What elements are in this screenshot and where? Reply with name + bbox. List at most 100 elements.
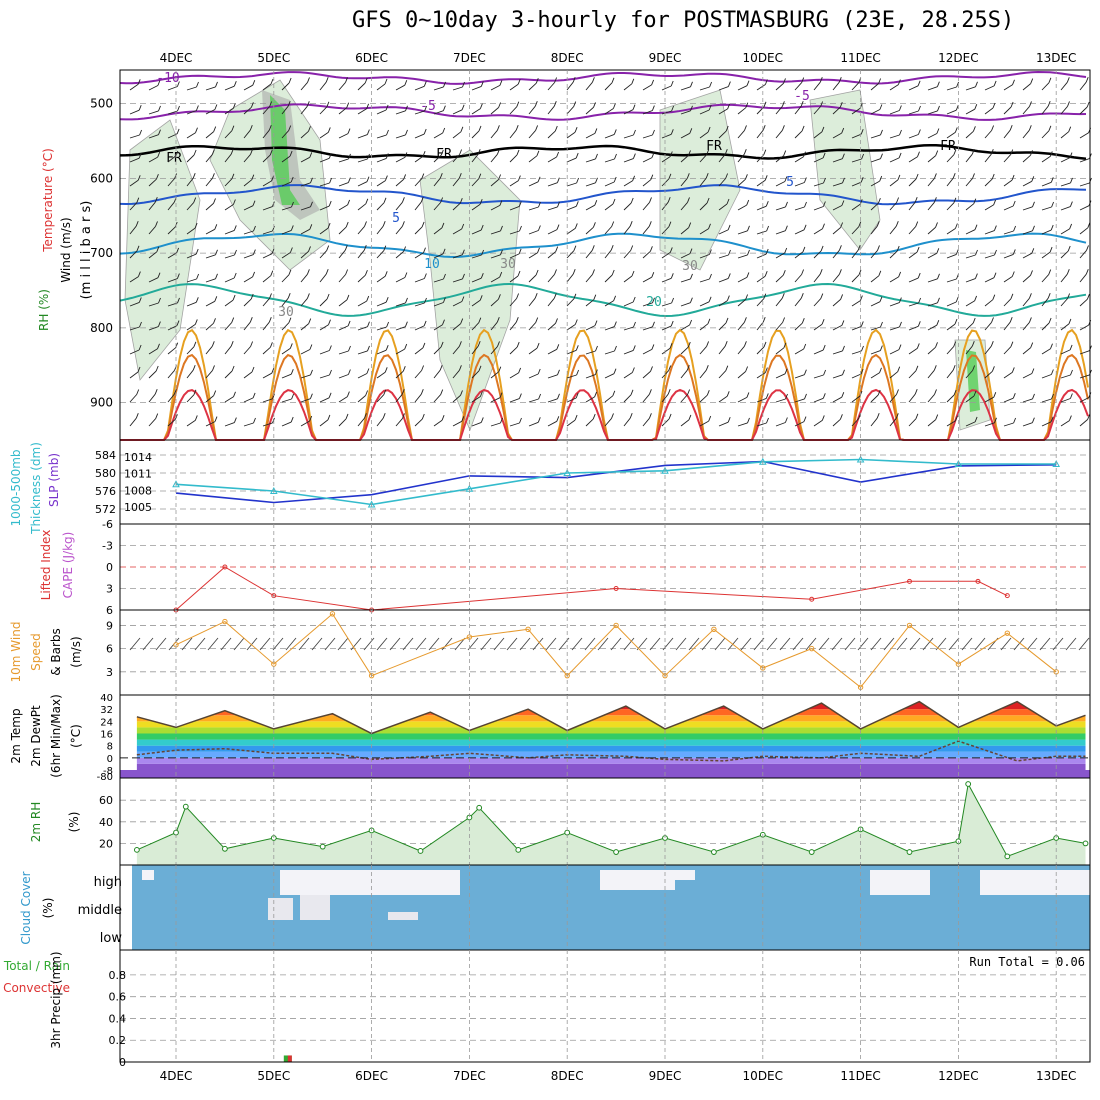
wind-barb	[547, 82, 555, 91]
wind-barb	[889, 349, 900, 355]
wind-barb	[232, 199, 236, 205]
wind-barb	[1079, 205, 1090, 211]
wind-barb	[555, 246, 559, 252]
wind-barb	[1079, 273, 1087, 283]
thickness-tick-label: 576	[95, 485, 116, 498]
wind-barb	[232, 294, 236, 301]
wind-barb	[404, 272, 408, 278]
wind-barb	[1068, 415, 1072, 421]
wind-barb	[1003, 321, 1011, 331]
wind-barb	[573, 245, 577, 251]
wind-barb	[631, 270, 635, 277]
wind-barb	[613, 129, 617, 135]
wind-barb	[623, 417, 631, 427]
wind-barb	[908, 302, 919, 307]
wind-barb	[376, 301, 387, 307]
wind-barb	[823, 177, 826, 184]
wind-barb	[167, 252, 177, 259]
wind-barb	[224, 277, 235, 283]
wind-barb	[167, 278, 178, 283]
wind-barb	[718, 254, 729, 259]
wind-barb	[801, 318, 805, 324]
wind-barb	[832, 158, 843, 163]
wind-barb	[917, 321, 921, 327]
temp2m-ylabel: 2m Temp	[9, 708, 23, 763]
wind-barb	[775, 422, 786, 427]
wind-barb	[224, 130, 233, 139]
wind-barb	[528, 274, 537, 283]
wind-barb	[661, 226, 670, 235]
temp-tick-label: 16	[100, 730, 113, 741]
wind-barb	[281, 82, 290, 91]
wind-barb	[972, 173, 975, 179]
wind-barb	[611, 77, 615, 83]
wind-barb	[212, 365, 215, 371]
wind-barb	[839, 102, 843, 108]
wind-barb	[841, 200, 845, 206]
wind-barb	[167, 178, 175, 187]
wind-barb	[935, 222, 938, 228]
wind10m-barb	[233, 637, 245, 651]
wind-barb	[1013, 417, 1017, 424]
wind-barb	[224, 204, 234, 211]
wind-barb	[1060, 398, 1071, 403]
wind-barb	[642, 134, 653, 139]
wind-barb	[604, 108, 614, 115]
wind-barb	[680, 324, 690, 331]
wind-barb	[395, 393, 403, 403]
wind-barb	[972, 365, 976, 371]
wind-barb	[566, 131, 576, 139]
wind-barb	[338, 396, 348, 403]
wind-barb	[946, 177, 954, 187]
wind-barb	[1087, 222, 1091, 228]
wind-barb	[1060, 323, 1070, 331]
wind-barb	[612, 103, 616, 109]
wind-barb	[915, 221, 919, 227]
wind-barb	[376, 109, 387, 115]
wind-barb	[155, 221, 158, 227]
top-date-label: 7DEC	[453, 51, 486, 65]
contour-label: 30	[500, 257, 516, 272]
wind-barb	[300, 398, 311, 403]
wind-barb	[839, 414, 843, 420]
wind-barb	[1060, 250, 1069, 259]
wind-barb	[727, 273, 731, 279]
wind-barb	[918, 297, 922, 304]
wind-barb	[851, 325, 862, 331]
rh-shading-high	[270, 95, 300, 205]
wind-barb	[347, 320, 351, 327]
wind-barb	[585, 226, 594, 235]
wind-barb	[743, 341, 747, 347]
wind-barb	[148, 110, 159, 115]
wind-barb	[1022, 398, 1033, 403]
wind-barb	[509, 372, 519, 379]
wind-barb	[756, 230, 767, 235]
wind-barb	[270, 270, 274, 276]
wind-barb	[490, 205, 501, 211]
wind10m-barb	[779, 637, 791, 651]
wind-barb	[1069, 223, 1073, 230]
wind-barb	[443, 273, 446, 280]
wind-barb	[1079, 227, 1089, 235]
contour-label: 10	[424, 257, 440, 272]
wind-barb	[870, 394, 879, 403]
wind-barb	[632, 296, 636, 303]
wind-barb	[193, 197, 197, 203]
wind-barb	[262, 180, 272, 187]
wind-barb	[402, 366, 406, 372]
wind-barb	[148, 226, 156, 235]
wind-barb	[851, 82, 860, 91]
wind-barb	[870, 250, 878, 259]
wind-barb	[478, 317, 482, 323]
wind-barb	[680, 394, 688, 403]
wind-barb	[364, 221, 367, 227]
wind-barb	[213, 390, 217, 396]
wind-barb	[186, 324, 196, 331]
top-date-label: 10DEC	[743, 51, 783, 65]
wind-barb	[775, 181, 786, 187]
wind-barb	[376, 326, 387, 331]
wind-barb	[167, 370, 175, 379]
temp-bands	[136, 701, 1086, 770]
wind-barb	[136, 197, 140, 203]
wind-barb	[595, 345, 598, 352]
